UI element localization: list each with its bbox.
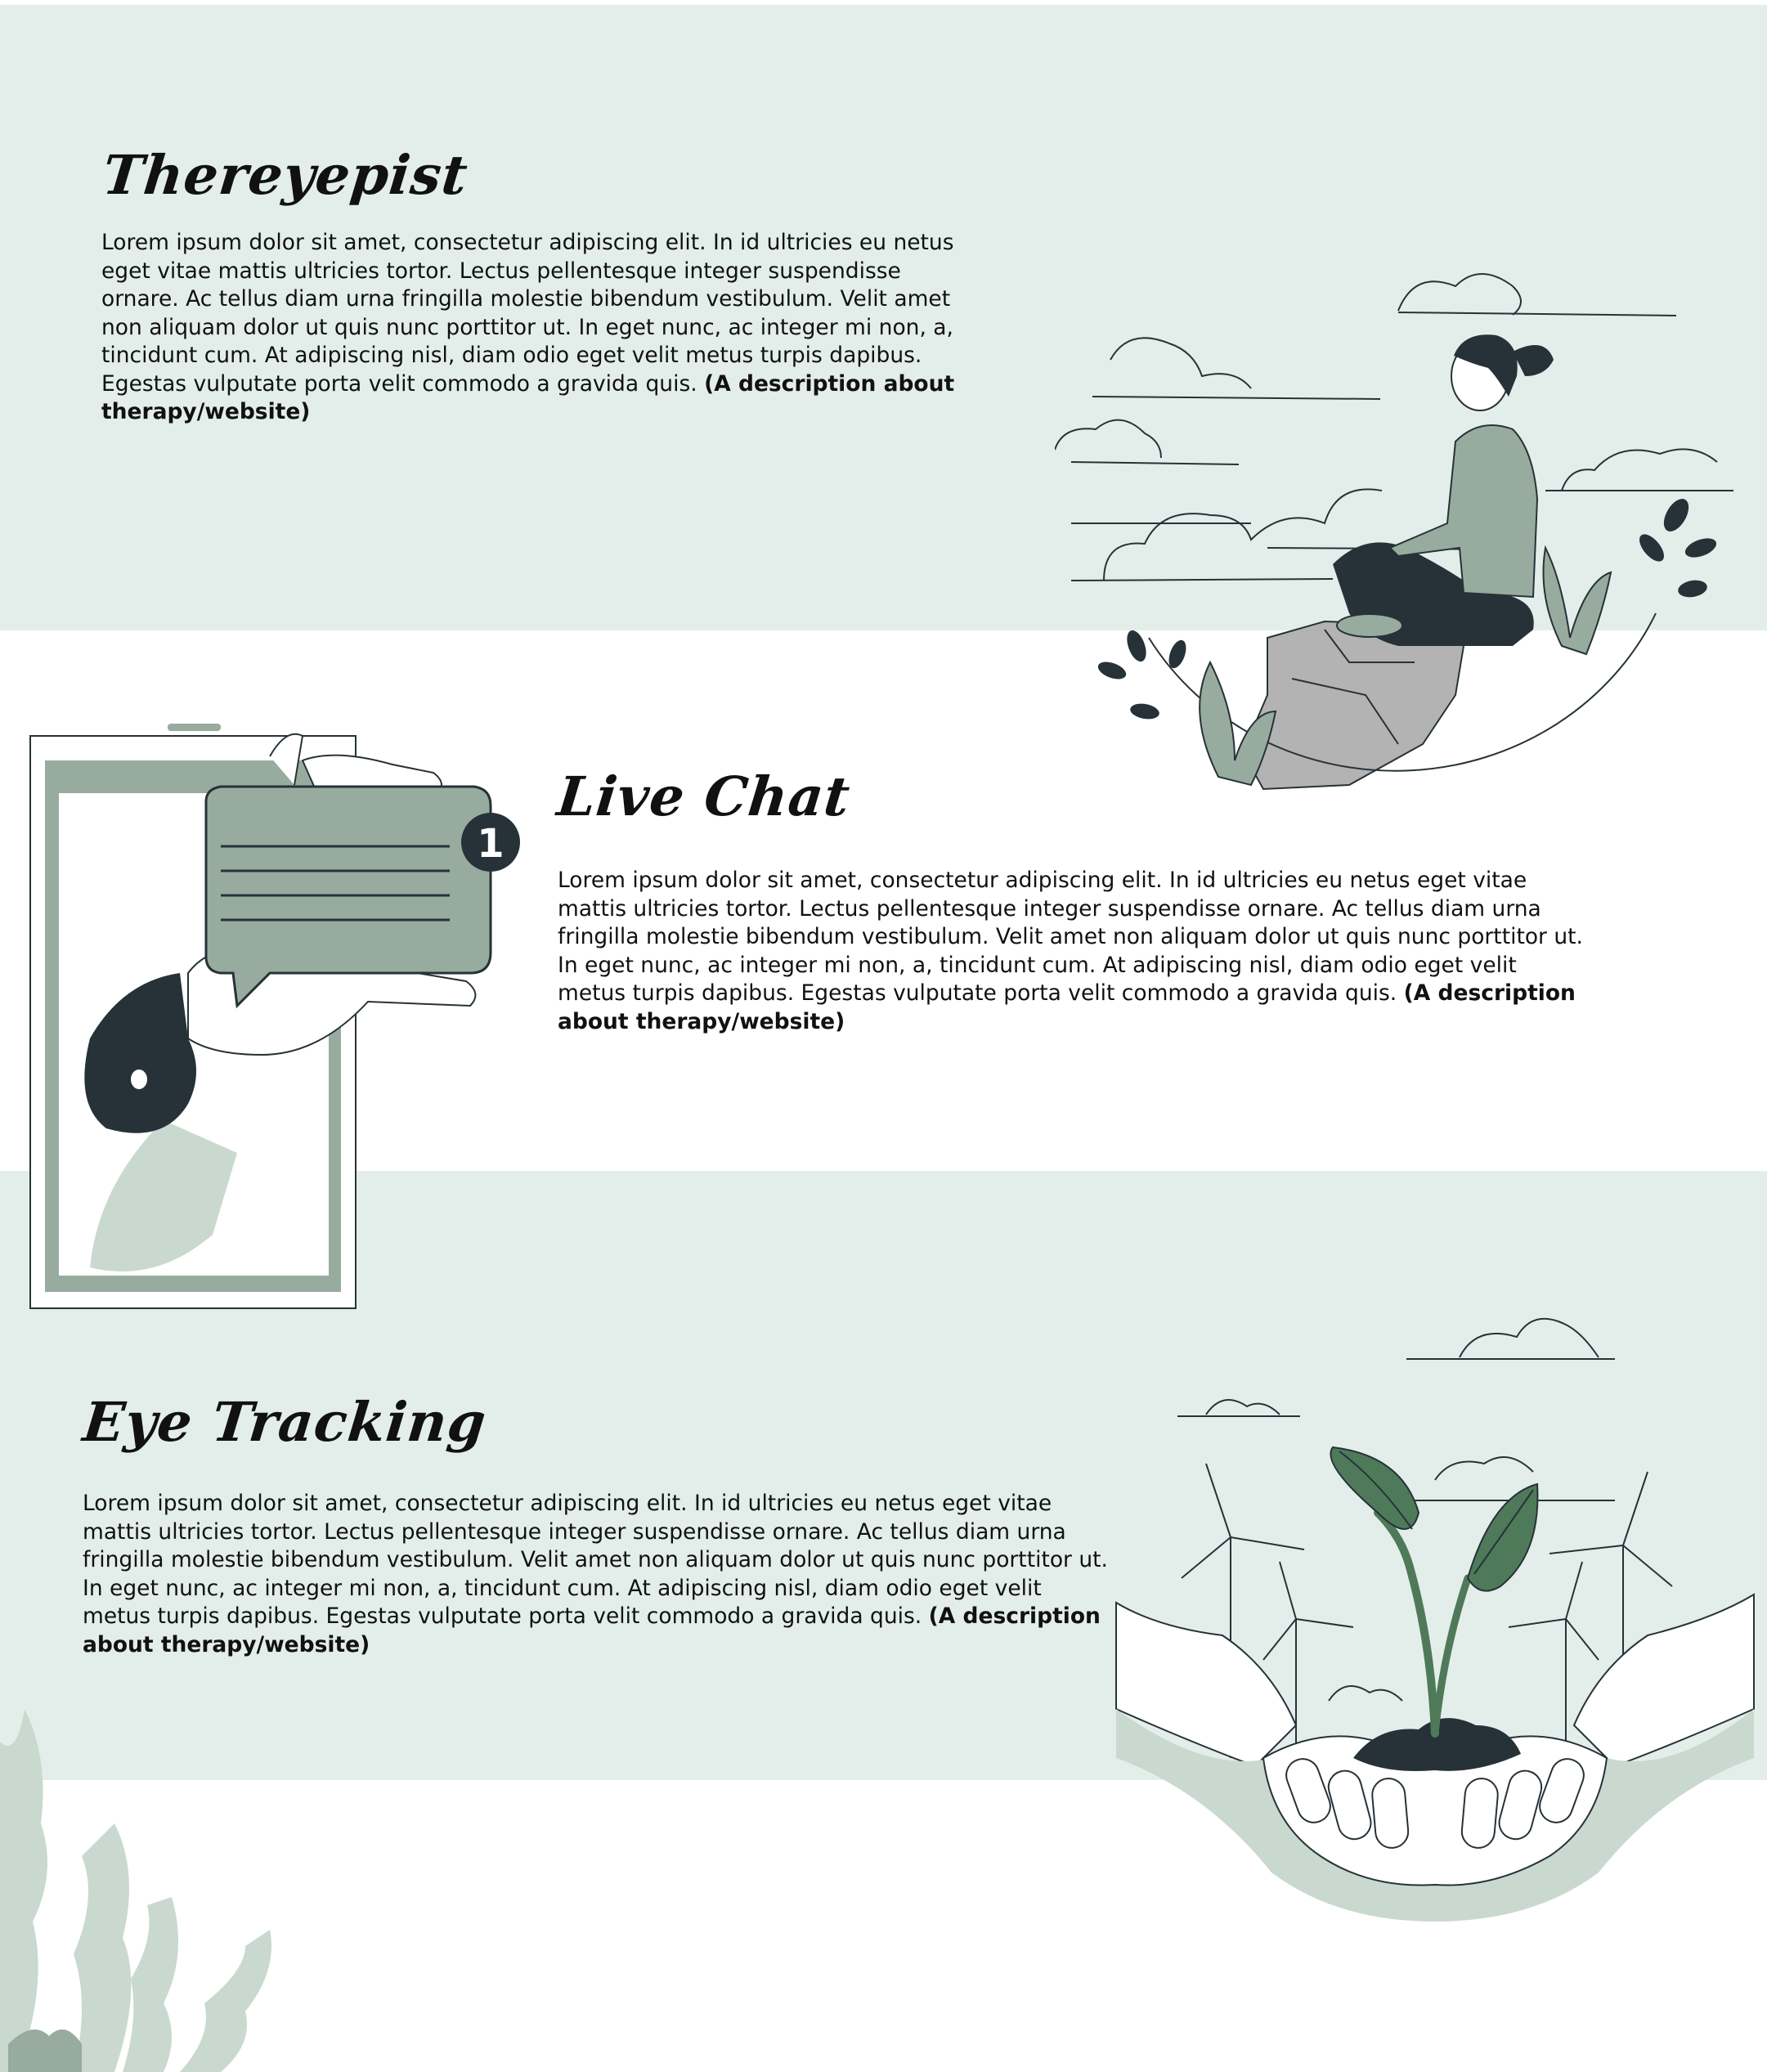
plant-in-hands-illustration-icon bbox=[1115, 1317, 1755, 1922]
phone-chat-illustration-icon: 1 bbox=[29, 724, 520, 1309]
section-body-eye-tracking: Lorem ipsum dolor sit amet, consectetur … bbox=[83, 1490, 1109, 1659]
section-title-thereyepist: Thereyepist bbox=[99, 143, 472, 207]
body-text: Lorem ipsum dolor sit amet, consectetur … bbox=[83, 1491, 1108, 1629]
notification-count: 1 bbox=[477, 821, 504, 867]
body-note: (A description about therapy/website) bbox=[558, 980, 1576, 1034]
body-text: Lorem ipsum dolor sit amet, consectetur … bbox=[101, 230, 954, 397]
section-title-eye-tracking: Eye Tracking bbox=[79, 1390, 490, 1454]
notification-badge bbox=[461, 813, 520, 872]
meditation-illustration-icon bbox=[1055, 273, 1733, 791]
section-title-live-chat: Live Chat bbox=[554, 765, 854, 828]
body-note: (A description about therapy/website) bbox=[101, 370, 955, 425]
decorative-leaves-icon bbox=[0, 1709, 271, 2072]
body-note: (A description about therapy/website) bbox=[83, 1603, 1101, 1657]
body-text: Lorem ipsum dolor sit amet, consectetur … bbox=[558, 868, 1583, 1006]
section-body-thereyepist: Lorem ipsum dolor sit amet, consectetur … bbox=[101, 229, 960, 427]
section-body-live-chat: Lorem ipsum dolor sit amet, consectetur … bbox=[558, 867, 1584, 1036]
